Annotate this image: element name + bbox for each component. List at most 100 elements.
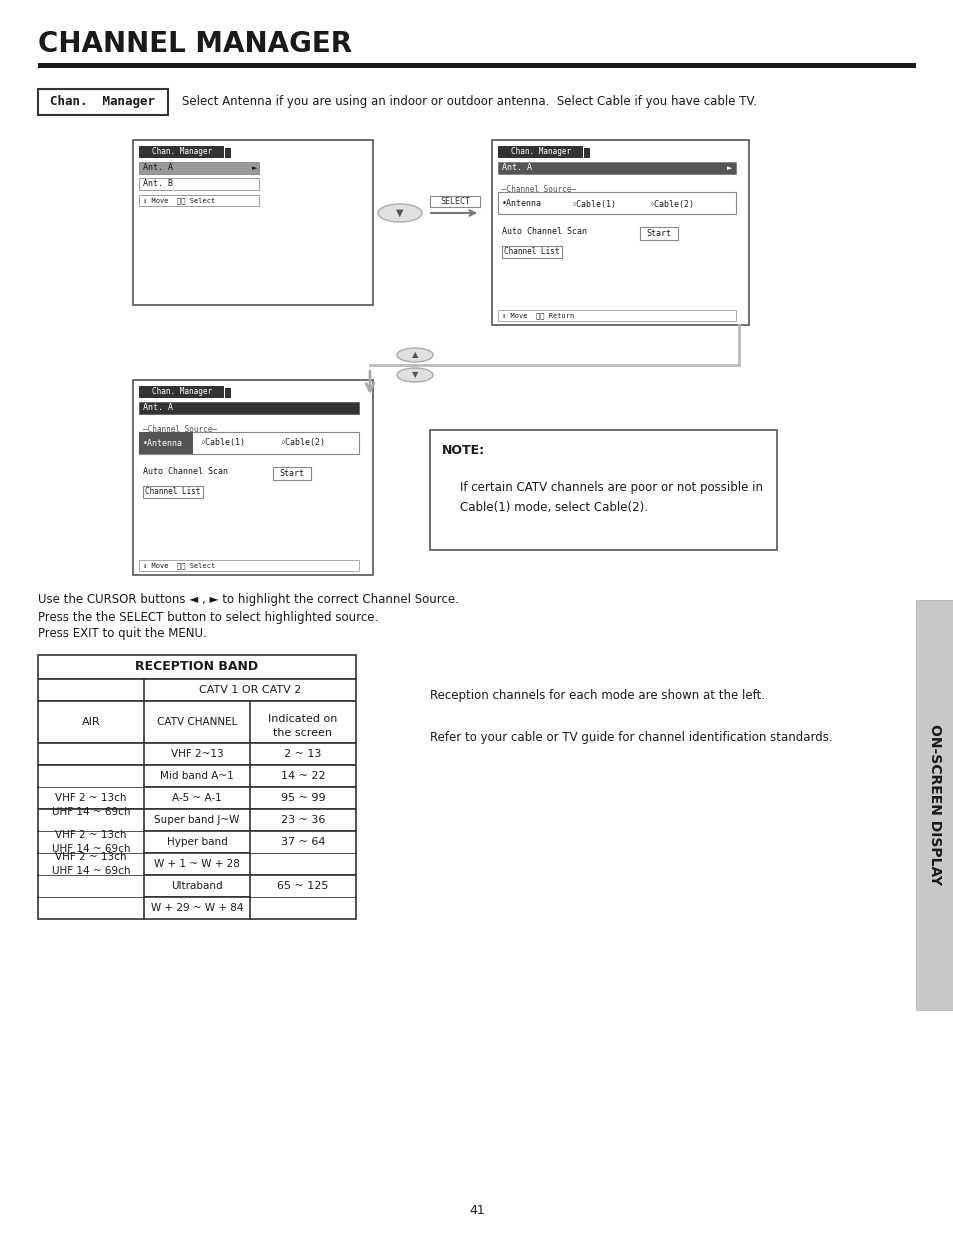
Text: ◦Cable(2): ◦Cable(2): [281, 438, 326, 447]
Bar: [139, 146, 224, 158]
Text: ►: ►: [252, 165, 257, 170]
Text: CATV 1 OR CATV 2: CATV 1 OR CATV 2: [198, 685, 301, 695]
Text: Auto Channel Scan: Auto Channel Scan: [143, 468, 228, 477]
Text: Channel List: Channel List: [504, 247, 559, 257]
Bar: [38, 784, 143, 787]
Text: Ultraband: Ultraband: [171, 881, 223, 890]
Text: Chan.  Manager: Chan. Manager: [51, 95, 155, 109]
Text: ON-SCREEN DISPLAY: ON-SCREEN DISPLAY: [927, 725, 941, 885]
Text: CHANNEL MANAGER: CHANNEL MANAGER: [38, 30, 352, 58]
Bar: [251, 851, 355, 852]
Bar: [139, 387, 224, 398]
Bar: [38, 851, 143, 852]
Bar: [497, 162, 735, 174]
Text: ↕ Move  ⓈⓈ Select: ↕ Move ⓈⓈ Select: [143, 563, 215, 569]
Text: VHF 2 ~ 13ch
UHF 14 ~ 69ch: VHF 2 ~ 13ch UHF 14 ~ 69ch: [51, 852, 131, 876]
Bar: [38, 876, 355, 897]
Text: Channel List: Channel List: [145, 488, 200, 496]
Text: VHF 2~13: VHF 2~13: [171, 748, 223, 760]
Text: 95 ~ 99: 95 ~ 99: [280, 793, 325, 803]
Text: UHF 14 ~ 69ch: UHF 14 ~ 69ch: [51, 806, 131, 818]
Text: Ant. A: Ant. A: [501, 163, 532, 173]
Bar: [38, 829, 143, 830]
Bar: [38, 679, 355, 701]
Bar: [38, 787, 355, 809]
Bar: [639, 227, 678, 240]
Bar: [497, 310, 735, 321]
Bar: [38, 63, 915, 68]
Ellipse shape: [396, 368, 433, 382]
Bar: [38, 851, 143, 852]
Text: ◦Cable(1): ◦Cable(1): [201, 438, 246, 447]
Text: Chan. Manager: Chan. Manager: [152, 388, 212, 396]
Text: Start: Start: [646, 230, 671, 238]
Text: ►: ►: [726, 165, 732, 170]
Bar: [225, 148, 231, 158]
Bar: [38, 809, 355, 831]
Bar: [355, 403, 358, 412]
Text: RECEPTION BAND: RECEPTION BAND: [135, 661, 258, 673]
Text: ▲: ▲: [412, 351, 417, 359]
Bar: [38, 831, 355, 853]
Text: SELECT: SELECT: [439, 198, 470, 206]
Text: NOTE:: NOTE:: [441, 443, 485, 457]
Bar: [430, 430, 776, 550]
Text: Press the the SELECT button to select highlighted source.: Press the the SELECT button to select hi…: [38, 610, 377, 624]
Ellipse shape: [396, 348, 433, 362]
Text: CATV CHANNEL: CATV CHANNEL: [156, 718, 237, 727]
Text: VHF 2 ~ 13ch
UHF 14 ~ 69ch: VHF 2 ~ 13ch UHF 14 ~ 69ch: [51, 830, 131, 853]
Bar: [139, 432, 193, 454]
Text: Press EXIT to quit the MENU.: Press EXIT to quit the MENU.: [38, 627, 207, 641]
Text: 23 ~ 36: 23 ~ 36: [280, 815, 325, 825]
Bar: [38, 895, 143, 897]
Text: ▼: ▼: [395, 207, 403, 219]
Text: Start: Start: [279, 469, 304, 478]
Text: Mid band A~1: Mid band A~1: [160, 771, 233, 781]
Text: A-5 ~ A-1: A-5 ~ A-1: [172, 793, 222, 803]
Bar: [139, 432, 358, 454]
Text: Use the CURSOR buttons ◄ , ► to highlight the correct Channel Source.: Use the CURSOR buttons ◄ , ► to highligh…: [38, 594, 458, 606]
Bar: [492, 140, 748, 325]
Bar: [139, 195, 258, 206]
Text: the screen: the screen: [274, 727, 333, 739]
Bar: [139, 178, 258, 190]
Text: Refer to your cable or TV guide for channel identification standards.: Refer to your cable or TV guide for chan…: [430, 731, 832, 745]
Text: W + 1 ~ W + 28: W + 1 ~ W + 28: [153, 860, 240, 869]
Text: Auto Channel Scan: Auto Channel Scan: [501, 227, 586, 236]
Bar: [38, 895, 143, 897]
Text: 14 ~ 22: 14 ~ 22: [280, 771, 325, 781]
Bar: [501, 246, 561, 258]
Bar: [225, 388, 231, 398]
Text: 65 ~ 125: 65 ~ 125: [277, 881, 329, 890]
Bar: [38, 655, 355, 679]
Bar: [139, 559, 358, 571]
Text: Cable(1) mode, select Cable(2).: Cable(1) mode, select Cable(2).: [459, 501, 647, 515]
Bar: [132, 140, 373, 305]
Bar: [38, 829, 143, 830]
Text: ◦Cable(2): ◦Cable(2): [649, 200, 695, 209]
Text: ↕ Move  ⓈⓈ Return: ↕ Move ⓈⓈ Return: [501, 312, 574, 320]
Text: Select Antenna if you are using an indoor or outdoor antenna.  Select Cable if y: Select Antenna if you are using an indoo…: [182, 95, 756, 109]
Bar: [38, 89, 168, 115]
Text: 2 ~ 13: 2 ~ 13: [284, 748, 321, 760]
Bar: [38, 764, 355, 787]
Text: 37 ~ 64: 37 ~ 64: [280, 837, 325, 847]
Ellipse shape: [377, 204, 421, 222]
Text: Chan. Manager: Chan. Manager: [152, 147, 212, 157]
Bar: [583, 148, 589, 158]
Bar: [38, 701, 355, 743]
Text: ▼: ▼: [412, 370, 417, 379]
Bar: [38, 743, 355, 764]
Text: —Channel Source—: —Channel Source—: [143, 426, 216, 435]
Text: 41: 41: [469, 1203, 484, 1216]
Text: Ant. A: Ant. A: [143, 163, 172, 173]
Bar: [251, 895, 355, 897]
Text: Ant. B: Ant. B: [143, 179, 172, 189]
Bar: [497, 191, 735, 214]
Text: Indicated on: Indicated on: [268, 714, 337, 724]
Text: •Antenna: •Antenna: [501, 200, 541, 209]
Bar: [139, 403, 358, 414]
Text: VHF 2 ~ 13ch: VHF 2 ~ 13ch: [55, 793, 127, 803]
Bar: [38, 873, 143, 874]
Bar: [132, 380, 373, 576]
